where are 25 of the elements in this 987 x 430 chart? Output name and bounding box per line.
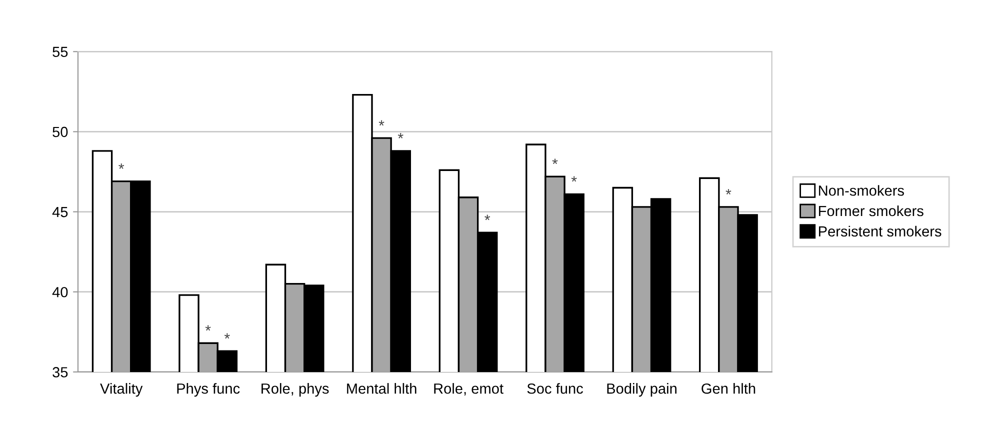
x-tick-label: Soc func bbox=[527, 383, 583, 394]
x-tick-label: Gen hlth bbox=[702, 383, 756, 394]
data-label: * bbox=[484, 214, 490, 220]
data-label: * bbox=[552, 158, 558, 164]
y-tick-label: 45 bbox=[52, 207, 68, 218]
data-label: * bbox=[398, 133, 404, 138]
x-tick-label: Phys func bbox=[177, 383, 240, 397]
legend-label: Persistent smokers bbox=[818, 226, 942, 237]
y-tick-label: 35 bbox=[52, 367, 68, 378]
x-tick-label: Role, emot bbox=[434, 383, 504, 396]
data-label: * bbox=[378, 120, 384, 126]
data-label: * bbox=[224, 333, 230, 339]
data-label: * bbox=[726, 189, 732, 194]
data-label: * bbox=[205, 325, 211, 331]
x-tick-label: Bodily pain bbox=[607, 383, 676, 397]
x-tick-label: Role, phys bbox=[262, 383, 329, 397]
y-tick-label: 55 bbox=[52, 46, 68, 58]
x-tick-label: Mental hlth bbox=[347, 383, 416, 394]
legend-label: Non-smokers bbox=[818, 185, 904, 196]
x-tick-label: Vitality bbox=[100, 383, 143, 397]
legend-label: Former smokers bbox=[818, 205, 924, 216]
data-label: * bbox=[571, 176, 577, 182]
y-tick-label: 50 bbox=[52, 126, 68, 138]
data-label: * bbox=[118, 163, 124, 169]
y-tick-label: 40 bbox=[52, 286, 68, 298]
